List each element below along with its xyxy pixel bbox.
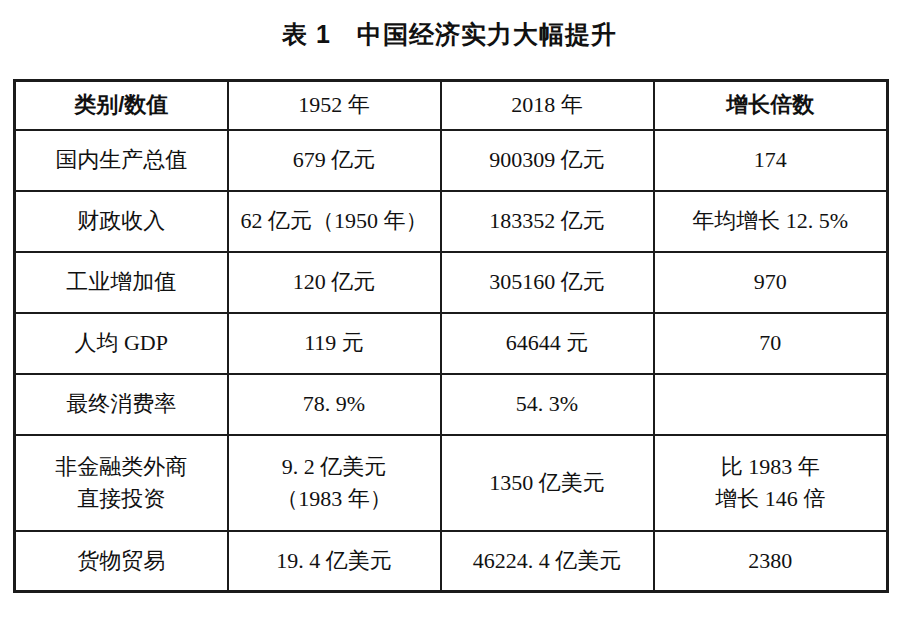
cell-category: 国内生产总值 [15,130,228,191]
cell-2018: 305160 亿元 [441,252,654,313]
cell-2018: 54. 3% [441,374,654,435]
cell-1952: 119 元 [228,313,441,374]
cell-growth: 970 [654,252,888,313]
row-fiscal-revenue: 财政收入 62 亿元（1950 年） 183352 亿元 年均增长 12. 5% [15,191,888,252]
cell-growth [654,374,888,435]
cell-1952: 62 亿元（1950 年） [228,191,441,252]
cell-2018: 64644 元 [441,313,654,374]
cell-growth: 比 1983 年 增长 146 倍 [654,435,888,531]
cell-1952: 120 亿元 [228,252,441,313]
cell-1952: 78. 9% [228,374,441,435]
row-industrial-added-value: 工业增加值 120 亿元 305160 亿元 970 [15,252,888,313]
cell-category: 工业增加值 [15,252,228,313]
cell-category: 最终消费率 [15,374,228,435]
cell-2018: 1350 亿美元 [441,435,654,531]
row-goods-trade: 货物贸易 19. 4 亿美元 46224. 4 亿美元 2380 [15,531,888,592]
economy-table: 类别/数值 1952 年 2018 年 增长倍数 国内生产总值 679 亿元 9… [13,79,889,593]
header-1952: 1952 年 [228,81,441,130]
row-per-capita-gdp: 人均 GDP 119 元 64644 元 70 [15,313,888,374]
header-2018: 2018 年 [441,81,654,130]
table-title: 表 1 中国经济实力大幅提升 [0,18,899,51]
header-row: 类别/数值 1952 年 2018 年 增长倍数 [15,81,888,130]
cell-2018: 900309 亿元 [441,130,654,191]
cell-2018: 183352 亿元 [441,191,654,252]
cell-1952: 9. 2 亿美元 （1983 年） [228,435,441,531]
cell-1952: 19. 4 亿美元 [228,531,441,592]
document-page: 表 1 中国经济实力大幅提升 类别/数值 1952 年 2018 年 增长倍数 … [0,0,899,618]
cell-growth: 年均增长 12. 5% [654,191,888,252]
cell-category: 货物贸易 [15,531,228,592]
cell-1952: 679 亿元 [228,130,441,191]
cell-growth: 70 [654,313,888,374]
cell-category: 非金融类外商 直接投资 [15,435,228,531]
cell-growth: 174 [654,130,888,191]
row-final-consumption-rate: 最终消费率 78. 9% 54. 3% [15,374,888,435]
row-non-financial-fdi: 非金融类外商 直接投资 9. 2 亿美元 （1983 年） 1350 亿美元 比… [15,435,888,531]
header-growth: 增长倍数 [654,81,888,130]
row-gdp: 国内生产总值 679 亿元 900309 亿元 174 [15,130,888,191]
cell-category: 人均 GDP [15,313,228,374]
cell-category: 财政收入 [15,191,228,252]
header-category: 类别/数值 [15,81,228,130]
cell-2018: 46224. 4 亿美元 [441,531,654,592]
cell-growth: 2380 [654,531,888,592]
